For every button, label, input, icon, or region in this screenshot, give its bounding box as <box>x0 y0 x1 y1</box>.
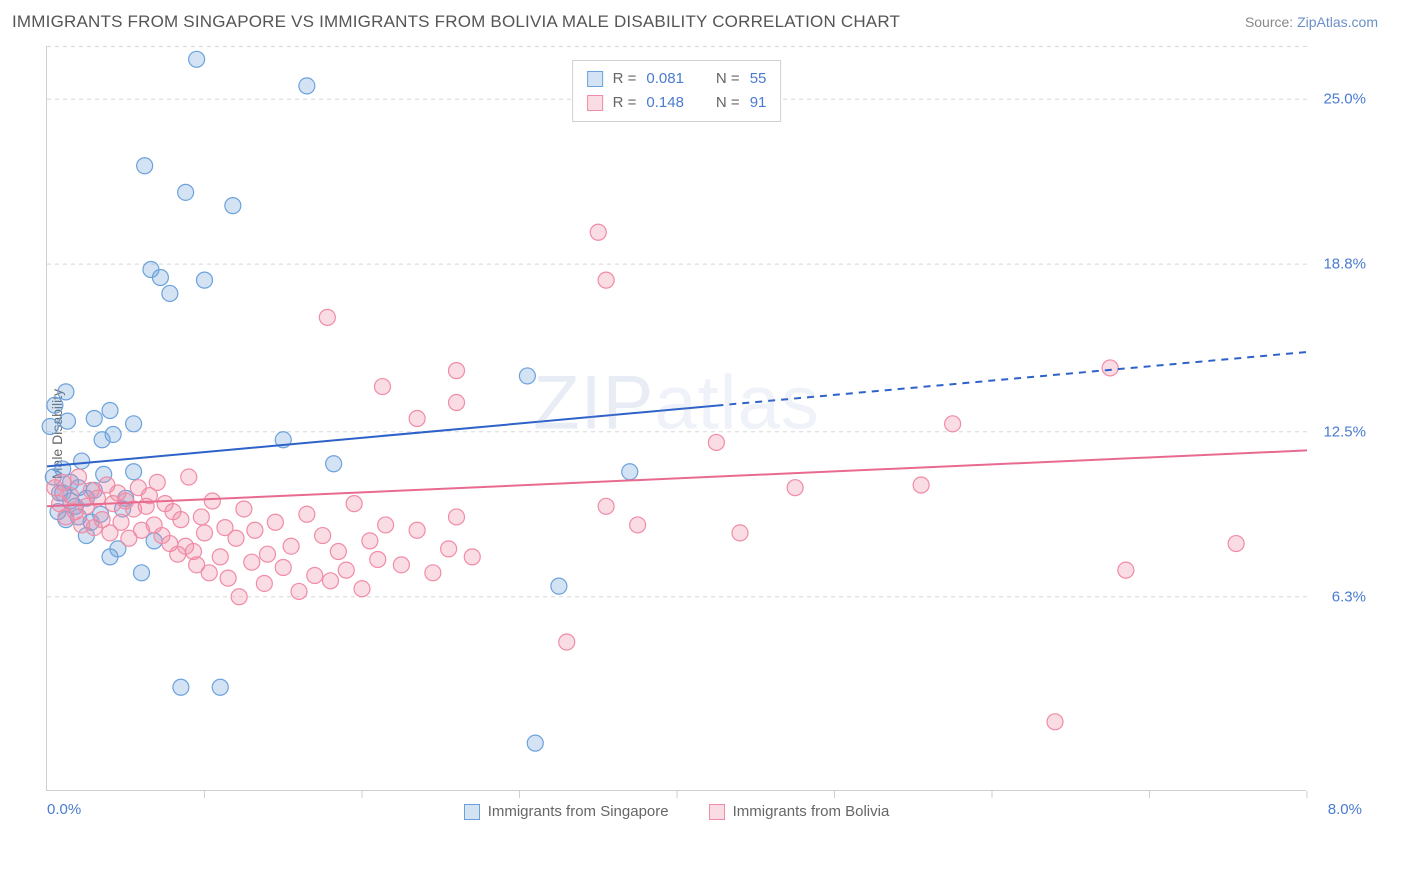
x-end-label: 8.0% <box>1328 801 1362 818</box>
chart-container: Male Disability R = 0.081 N = 55 R = 0.1… <box>46 46 1370 821</box>
stat-n-value: 55 <box>750 67 767 91</box>
stat-r-label: R = <box>613 91 637 115</box>
y-tick-label: 12.5% <box>1323 423 1366 440</box>
stat-n-label: N = <box>716 67 740 91</box>
legend-item-singapore: Immigrants from Singapore <box>464 803 669 820</box>
plot-area: R = 0.081 N = 55 R = 0.148 N = 91 ZIPatl… <box>46 46 1306 791</box>
y-tick-label: 18.8% <box>1323 256 1366 273</box>
legend-label: Immigrants from Bolivia <box>733 803 890 820</box>
legend-label: Immigrants from Singapore <box>488 803 669 820</box>
plot-svg <box>47 46 1307 791</box>
source-link[interactable]: ZipAtlas.com <box>1297 14 1378 30</box>
stat-r-value: 0.081 <box>646 67 684 91</box>
legend-item-bolivia: Immigrants from Bolivia <box>709 803 890 820</box>
swatch-singapore <box>464 804 480 820</box>
bottom-legend: Immigrants from Singapore Immigrants fro… <box>47 803 1306 820</box>
y-tick-label: 25.0% <box>1323 91 1366 108</box>
stat-n-value: 91 <box>750 91 767 115</box>
legend-row-bolivia: R = 0.148 N = 91 <box>587 91 767 115</box>
y-tick-label: 6.3% <box>1332 588 1366 605</box>
stat-r-label: R = <box>613 67 637 91</box>
swatch-bolivia <box>709 804 725 820</box>
chart-title: IMMIGRANTS FROM SINGAPORE VS IMMIGRANTS … <box>12 12 900 32</box>
legend-row-singapore: R = 0.081 N = 55 <box>587 67 767 91</box>
source-attribution: Source: ZipAtlas.com <box>1245 14 1378 30</box>
stat-n-label: N = <box>716 91 740 115</box>
swatch-singapore <box>587 71 603 87</box>
swatch-bolivia <box>587 95 603 111</box>
correlation-legend: R = 0.081 N = 55 R = 0.148 N = 91 <box>572 60 782 122</box>
stat-r-value: 0.148 <box>646 91 684 115</box>
header-bar: IMMIGRANTS FROM SINGAPORE VS IMMIGRANTS … <box>0 0 1406 36</box>
source-prefix: Source: <box>1245 14 1297 30</box>
